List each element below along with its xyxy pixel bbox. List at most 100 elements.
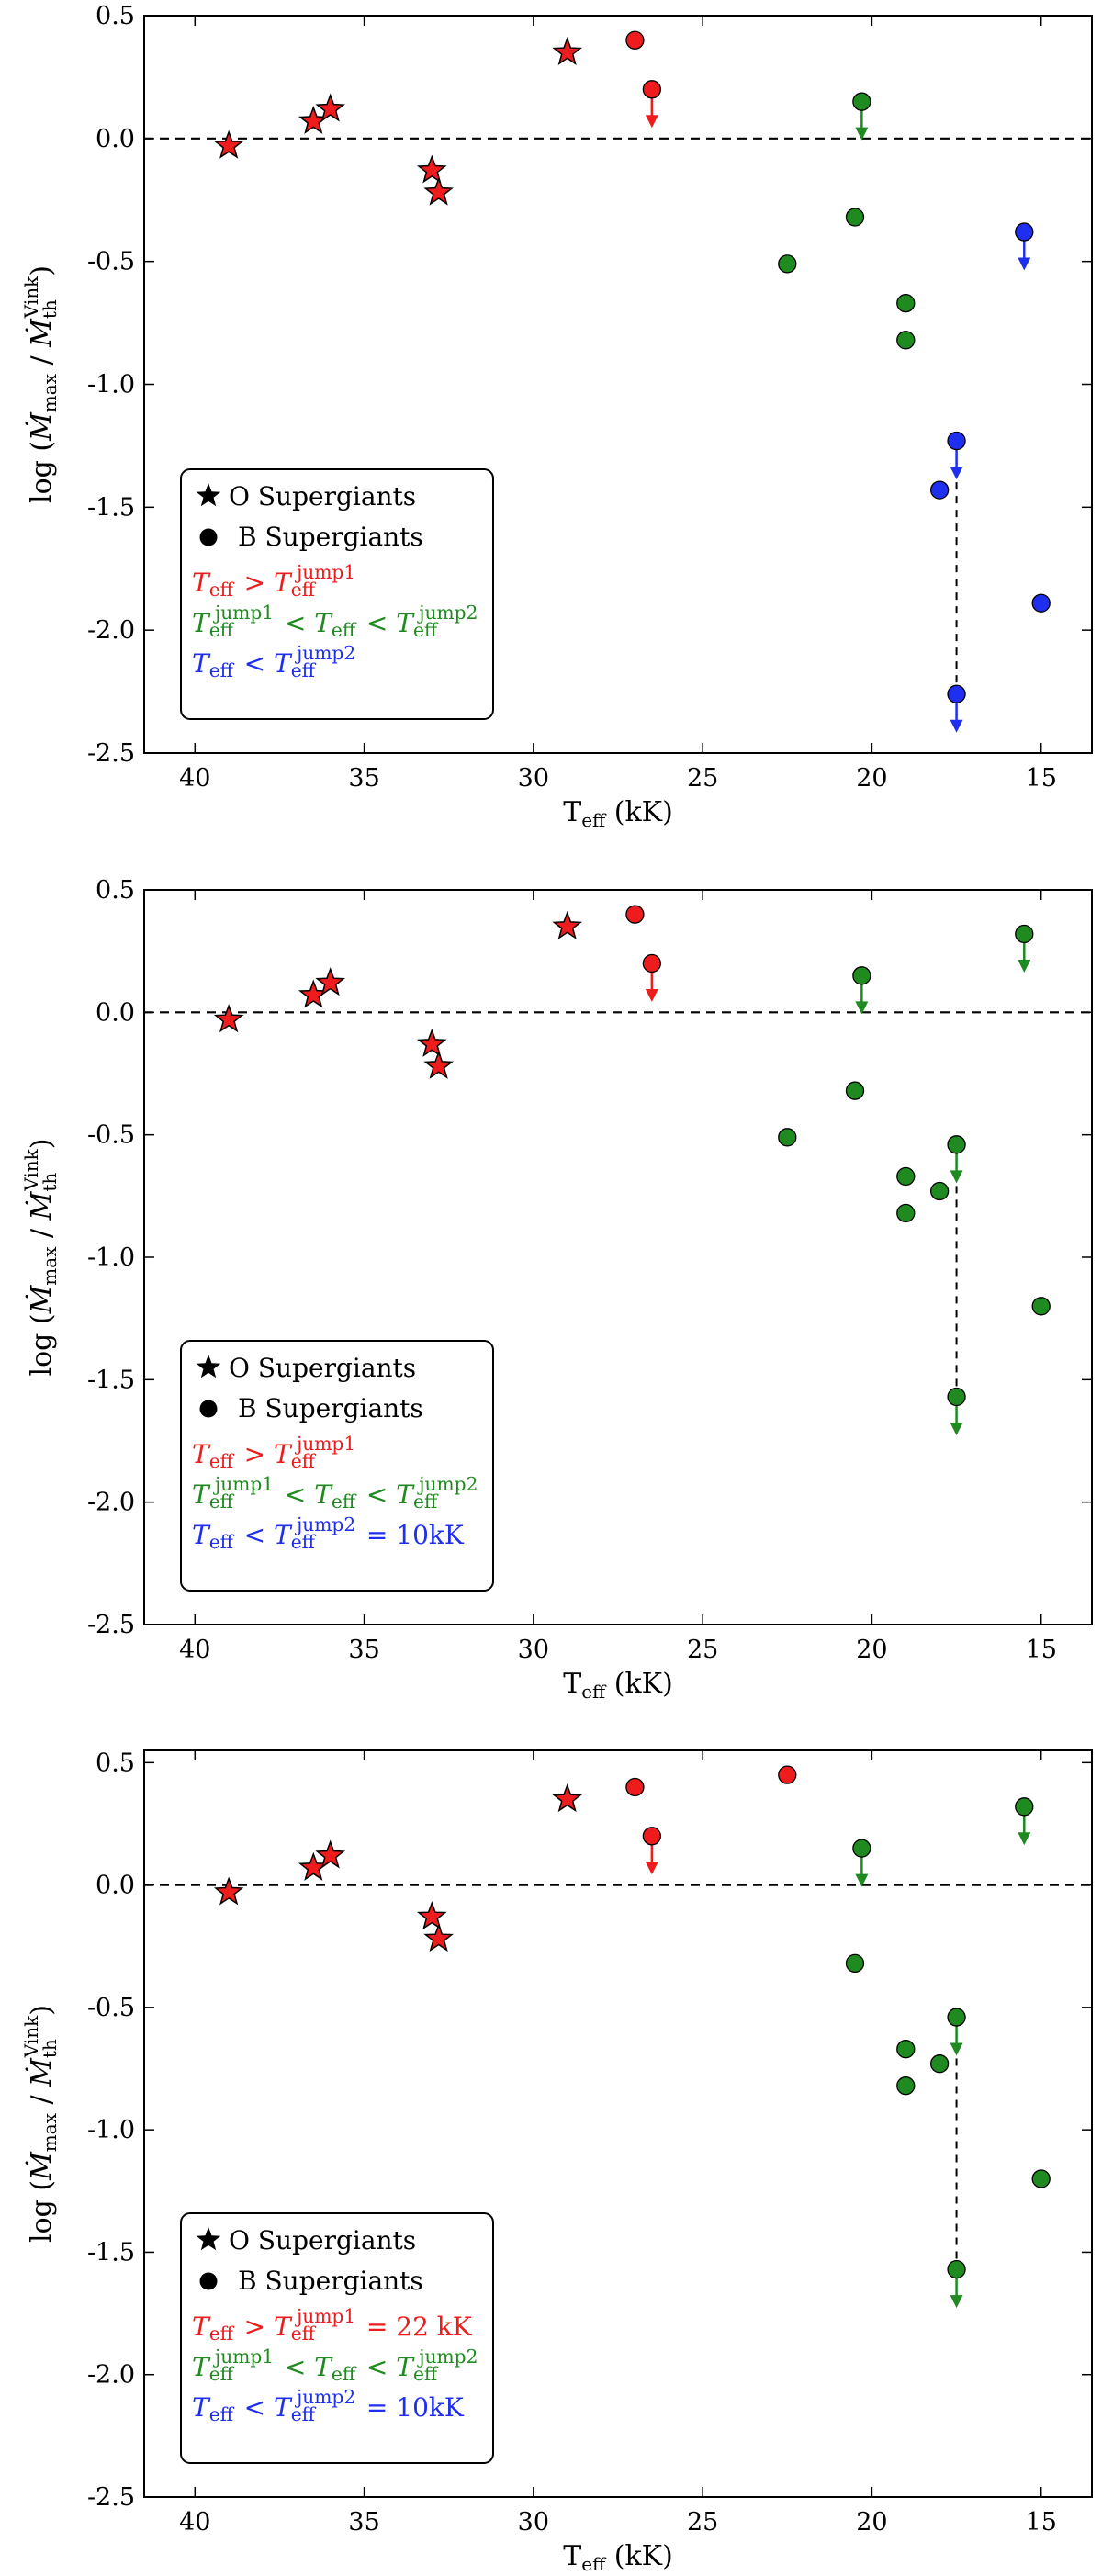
- data-point-circle: [1031, 2169, 1051, 2188]
- upper-limit-arrowhead: [645, 115, 658, 129]
- data-point-circle: [625, 1777, 645, 1797]
- y-tick-label: -0.5: [87, 1994, 135, 2022]
- data-point-circle: [1031, 1297, 1051, 1316]
- star-marker: [416, 1901, 447, 1930]
- y-tick-label: 0.0: [96, 1872, 135, 1900]
- y-tick-label: -2.0: [87, 1489, 135, 1517]
- y-tick-label: -0.5: [87, 248, 135, 276]
- data-point-circle: [1015, 924, 1034, 973]
- circle-marker: [896, 294, 916, 313]
- circle-marker: [845, 208, 865, 227]
- legend-entry-label: Teff > Teffjump1 = 22 kK: [192, 2305, 473, 2345]
- y-axis-label: log (Ṁmax / ṀthVink): [20, 1138, 61, 1376]
- data-point-circle: [625, 30, 645, 50]
- x-tick-label: 35: [348, 2508, 379, 2537]
- star-marker: [213, 1004, 244, 1033]
- data-point-circle: [947, 431, 966, 480]
- legend-box: [180, 468, 494, 720]
- circle-marker: [947, 2008, 966, 2027]
- y-axis-label: log (Ṁmax / ṀthVink): [20, 265, 61, 503]
- legend-entry-label: Teffjump1 < Teff < Teffjump2: [192, 2345, 480, 2385]
- circle-marker: [845, 1081, 865, 1100]
- data-point-circle: [896, 1203, 916, 1223]
- chart-panel-middle: 40 35 30 25 20 15 0.5 0.0 -0.5 -1.0 -1.5 -2.0 -2.5 Te…: [20, 876, 1093, 1703]
- star-marker: [416, 1028, 447, 1057]
- y-axis-label: log (Ṁmax / ṀthVink): [20, 2005, 61, 2243]
- upper-limit-arrowhead: [950, 719, 963, 733]
- legend: O Supergiants B Supergiants Teff > Teffjum…: [180, 1340, 494, 1592]
- data-point-circle: [896, 2040, 916, 2059]
- legend-entry-label: B Supergiants: [238, 1393, 423, 1423]
- circle-marker: [852, 966, 871, 985]
- circle-marker: [1031, 2169, 1051, 2188]
- star-marker: [315, 93, 346, 122]
- circle-marker: [896, 2040, 916, 2059]
- y-tick-label: -2.5: [87, 739, 135, 768]
- circle-marker: [625, 905, 645, 924]
- x-tick-label: 20: [856, 2508, 887, 2537]
- data-point-circle: [896, 1166, 916, 1187]
- upper-limit-arrowhead: [855, 1001, 869, 1015]
- y-tick-label: -1.5: [87, 1366, 135, 1394]
- y-tick-label: -1.0: [87, 2116, 135, 2144]
- circle-marker: [1015, 222, 1034, 242]
- x-tick-label: 40: [179, 2508, 210, 2537]
- star-marker: [423, 1050, 454, 1079]
- star-marker: [552, 910, 583, 939]
- data-point-circle: [642, 80, 662, 129]
- x-tick-label: 30: [518, 2508, 549, 2537]
- data-point-star: [315, 967, 346, 996]
- upper-limit-arrowhead: [855, 1873, 869, 1887]
- chart-panel-top: 40 35 30 25 20 15 0.5 0.0 -0.5 -1.0 -1.5 -2.0 -2.5 Te…: [20, 2, 1093, 831]
- data-point-circle: [1015, 222, 1034, 271]
- upper-limit-arrowhead: [950, 2042, 963, 2056]
- y-tick-label: 0.0: [96, 125, 135, 153]
- circle-marker: [947, 431, 966, 451]
- plot-frame: [143, 1749, 1093, 2498]
- star-marker: [315, 1839, 346, 1869]
- x-tick-label: 30: [518, 1636, 549, 1664]
- legend-entry-label: Teff < Teffjump2 = 10kK: [192, 2386, 465, 2425]
- circle-marker: [947, 2259, 966, 2279]
- data-point-circle: [947, 2259, 966, 2309]
- x-tick-label: 25: [687, 2508, 718, 2537]
- circle-marker: [1031, 593, 1051, 613]
- data-point-star: [423, 1923, 454, 1952]
- y-tick-label: -2.5: [87, 2483, 135, 2512]
- legend-box: [180, 2212, 494, 2464]
- legend-box: [180, 1340, 494, 1592]
- y-tick-label: -1.5: [87, 2238, 135, 2267]
- circle-marker: [642, 953, 662, 973]
- legend-star-icon: [196, 2227, 221, 2251]
- upper-limit-arrowhead: [950, 1170, 963, 1184]
- circle-marker: [1031, 1297, 1051, 1316]
- data-point-circle: [929, 2054, 950, 2074]
- upper-limit-arrowhead: [950, 467, 963, 480]
- upper-limit-arrowhead: [645, 989, 658, 1002]
- x-axis-label: Teff (kK): [563, 1668, 673, 1703]
- data-point-star: [416, 1028, 447, 1057]
- data-point-circle: [845, 1081, 865, 1100]
- data-point-star: [315, 1839, 346, 1869]
- circle-marker: [896, 331, 916, 350]
- legend-entry-label: Teff > Teffjump1: [192, 561, 358, 601]
- x-axis-label: Teff (kK): [563, 2540, 673, 2575]
- data-point-circle: [845, 208, 865, 227]
- x-tick-label: 35: [348, 1636, 379, 1664]
- legend-entry-label: O Supergiants: [229, 2225, 416, 2255]
- data-point-circle: [852, 966, 871, 1015]
- upper-limit-arrowhead: [950, 1423, 963, 1435]
- legend-star-icon: [196, 1355, 221, 1378]
- data-point-circle: [1031, 593, 1051, 613]
- legend-circle-icon: [199, 528, 218, 546]
- star-marker: [423, 1923, 454, 1952]
- x-tick-label: 15: [1026, 1636, 1057, 1664]
- y-tick-label: -1.0: [87, 1243, 135, 1272]
- circle-marker: [778, 254, 797, 274]
- circle-marker: [947, 1387, 966, 1407]
- data-point-star: [416, 154, 447, 184]
- star-marker: [552, 36, 583, 66]
- circle-marker: [929, 2054, 950, 2074]
- x-tick-label: 25: [687, 1636, 718, 1664]
